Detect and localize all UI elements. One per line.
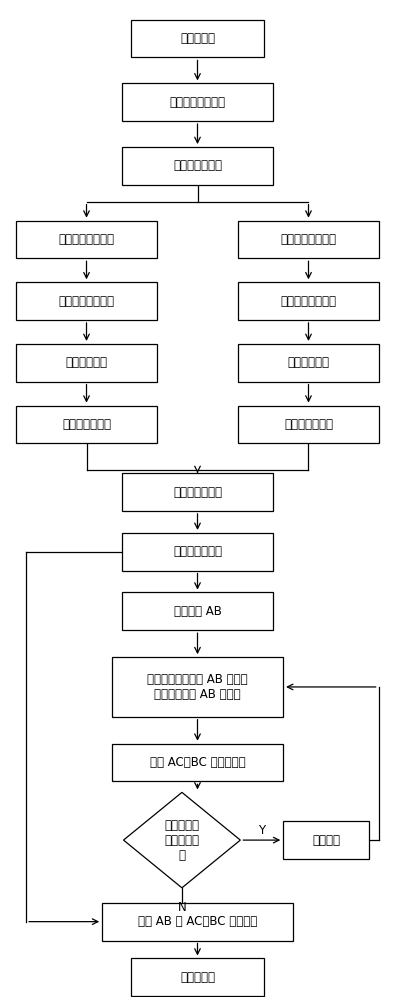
Text: 路口高程点确定: 路口高程点确定 [284, 418, 333, 431]
Text: 删除该点: 删除该点 [312, 834, 340, 847]
FancyBboxPatch shape [122, 533, 273, 571]
FancyBboxPatch shape [122, 83, 273, 121]
FancyBboxPatch shape [131, 20, 264, 57]
FancyBboxPatch shape [112, 657, 283, 717]
Text: 路首尾和路口确定: 路首尾和路口确定 [169, 96, 226, 109]
Text: 路口周围边线选择: 路口周围边线选择 [280, 295, 337, 308]
Text: 路首尾高程确定: 路首尾高程确定 [173, 159, 222, 172]
Text: 十字路口高程确定: 十字路口高程确定 [280, 233, 337, 246]
FancyBboxPatch shape [17, 282, 156, 320]
Text: 路口高程点确定: 路口高程点确定 [62, 418, 111, 431]
Text: 确定直线 AB: 确定直线 AB [173, 605, 222, 618]
Text: Y: Y [258, 824, 265, 837]
Text: 设置缓冲距离: 设置缓冲距离 [66, 356, 107, 369]
FancyBboxPatch shape [122, 147, 273, 185]
FancyBboxPatch shape [17, 344, 156, 382]
Text: 道路中心线提取: 道路中心线提取 [173, 486, 222, 499]
FancyBboxPatch shape [17, 221, 156, 258]
Text: 保留 AB 以 AC、BC 为起始点: 保留 AB 以 AC、BC 为起始点 [138, 915, 257, 928]
FancyBboxPatch shape [17, 406, 156, 443]
Text: 确定中心线端点: 确定中心线端点 [173, 545, 222, 558]
Text: 计算 AC、BC 的高程变化: 计算 AC、BC 的高程变化 [150, 756, 245, 769]
Text: 建模点确定: 建模点确定 [180, 971, 215, 984]
FancyBboxPatch shape [239, 344, 378, 382]
FancyBboxPatch shape [122, 592, 273, 630]
Text: 丁字路口高程确定: 丁字路口高程确定 [58, 233, 115, 246]
Text: 判断变化率
是否大于阈
値: 判断变化率 是否大于阈 値 [164, 819, 199, 862]
Text: N: N [177, 901, 186, 914]
FancyBboxPatch shape [239, 221, 378, 258]
FancyBboxPatch shape [239, 406, 378, 443]
FancyBboxPatch shape [239, 282, 378, 320]
Polygon shape [124, 792, 240, 888]
Text: 设置缓冲距离: 设置缓冲距离 [288, 356, 329, 369]
Text: 路口周围边线选择: 路口周围边线选择 [58, 295, 115, 308]
FancyBboxPatch shape [131, 958, 264, 996]
Text: 遍历所有点确定距 AB 最远的
点以及到直线 AB 的距离: 遍历所有点确定距 AB 最远的 点以及到直线 AB 的距离 [147, 673, 248, 701]
FancyBboxPatch shape [102, 903, 293, 941]
Text: 高程点映射: 高程点映射 [180, 32, 215, 45]
FancyBboxPatch shape [122, 473, 273, 511]
FancyBboxPatch shape [112, 744, 283, 781]
FancyBboxPatch shape [283, 821, 369, 859]
